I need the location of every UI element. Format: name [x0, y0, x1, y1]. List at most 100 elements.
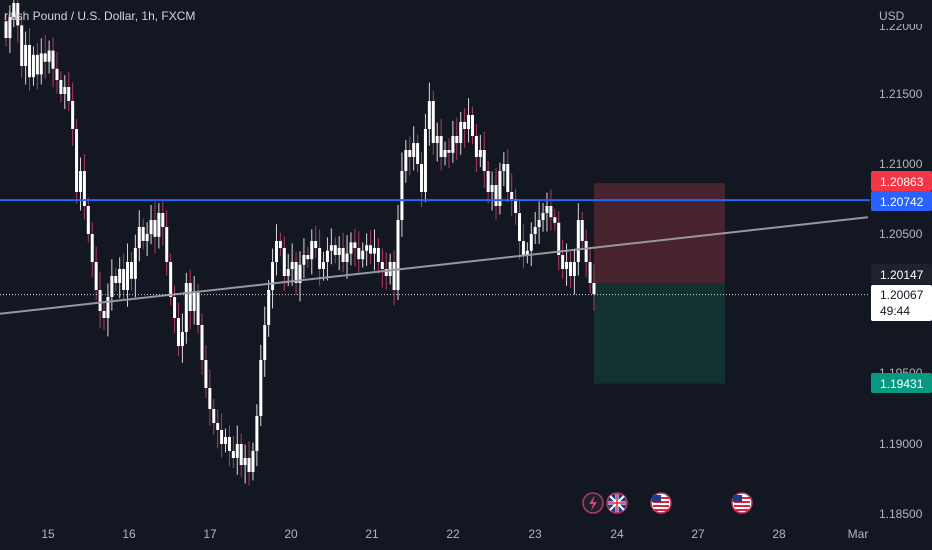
candle-body[interactable] — [216, 423, 220, 430]
candle-body[interactable] — [518, 213, 522, 241]
candle-body[interactable] — [474, 136, 478, 157]
candle-body[interactable] — [329, 245, 333, 251]
candle-body[interactable] — [263, 325, 267, 360]
candle-body[interactable] — [541, 213, 545, 220]
time-scale[interactable]: 15 16 17 20 21 22 23 24 27 28 Mar — [41, 527, 868, 541]
candle-body[interactable] — [149, 220, 153, 234]
candle-body[interactable] — [376, 248, 380, 262]
candle-body[interactable] — [423, 129, 427, 192]
candle-body[interactable] — [427, 101, 431, 129]
candle-body[interactable] — [565, 262, 569, 269]
candle-body[interactable] — [514, 199, 518, 213]
candle-body[interactable] — [388, 262, 392, 276]
us-flag-icon[interactable] — [731, 492, 753, 514]
candle-body[interactable] — [400, 171, 404, 220]
candle-body[interactable] — [521, 241, 525, 255]
candle-body[interactable] — [47, 50, 51, 62]
candle-body[interactable] — [220, 430, 224, 444]
candle-body[interactable] — [470, 115, 474, 136]
candle-body[interactable] — [267, 290, 271, 325]
candle-body[interactable] — [443, 150, 447, 157]
candle-body[interactable] — [325, 250, 329, 262]
price-scale[interactable]: USD 1.22000 1.185001.190001.205001.21000… — [879, 9, 923, 521]
candle-body[interactable] — [106, 297, 110, 318]
candle-body[interactable] — [345, 253, 349, 262]
candle-body[interactable] — [482, 150, 486, 171]
candle-body[interactable] — [294, 262, 298, 283]
candle-body[interactable] — [506, 164, 510, 192]
candle-body[interactable] — [20, 25, 24, 66]
candle-body[interactable] — [239, 444, 243, 465]
candle-body[interactable] — [39, 53, 43, 75]
candle-body[interactable] — [416, 143, 420, 164]
candle-body[interactable] — [78, 171, 82, 192]
candle-body[interactable] — [255, 416, 259, 451]
candle-body[interactable] — [67, 87, 71, 101]
candle-body[interactable] — [420, 164, 424, 192]
candle-body[interactable] — [502, 164, 506, 171]
candle-body[interactable] — [455, 136, 459, 143]
take-profit-zone[interactable] — [594, 283, 725, 384]
candle-body[interactable] — [318, 248, 322, 269]
candle-body[interactable] — [16, 3, 20, 26]
candle-body[interactable] — [459, 122, 463, 143]
candle-body[interactable] — [110, 276, 114, 297]
trend-line[interactable] — [0, 216, 869, 315]
candle-body[interactable] — [4, 21, 8, 38]
stop-loss-zone[interactable] — [594, 183, 725, 284]
candle-body[interactable] — [75, 129, 79, 192]
candle-body[interactable] — [439, 136, 443, 157]
candle-body[interactable] — [282, 248, 286, 276]
candle-body[interactable] — [165, 227, 169, 262]
candle-body[interactable] — [365, 245, 369, 251]
candle-body[interactable] — [592, 283, 596, 295]
candle-body[interactable] — [396, 220, 400, 290]
candle-body[interactable] — [549, 206, 553, 218]
candle-body[interactable] — [114, 276, 118, 283]
candle-body[interactable] — [51, 50, 55, 69]
candle-body[interactable] — [31, 54, 35, 78]
candle-body[interactable] — [333, 245, 337, 255]
candle-body[interactable] — [572, 262, 576, 276]
candle-body[interactable] — [86, 206, 90, 234]
candle-body[interactable] — [251, 451, 255, 472]
candle-body[interactable] — [231, 451, 235, 458]
candle-body[interactable] — [137, 227, 141, 248]
candle-body[interactable] — [12, 3, 16, 17]
candle-body[interactable] — [498, 171, 502, 206]
candle-body[interactable] — [412, 143, 416, 157]
candle-body[interactable] — [176, 318, 180, 346]
candle-body[interactable] — [118, 269, 122, 283]
candle-body[interactable] — [8, 17, 12, 38]
candle-body[interactable] — [392, 262, 396, 290]
candle-body[interactable] — [122, 269, 126, 290]
candle-body[interactable] — [247, 458, 251, 472]
candle-body[interactable] — [537, 220, 541, 227]
candle-body[interactable] — [157, 213, 161, 237]
candle-body[interactable] — [63, 87, 67, 94]
candle-body[interactable] — [369, 245, 373, 254]
candle-body[interactable] — [584, 241, 588, 262]
candle-body[interactable] — [192, 292, 196, 311]
candle-body[interactable] — [227, 437, 231, 451]
candle-body[interactable] — [196, 292, 200, 325]
candle-body[interactable] — [235, 444, 239, 458]
candle-body[interactable] — [306, 255, 310, 260]
candle-body[interactable] — [274, 241, 278, 262]
candle-body[interactable] — [94, 262, 98, 290]
candle-body[interactable] — [161, 213, 165, 227]
candle-body[interactable] — [372, 248, 376, 254]
candle-body[interactable] — [568, 262, 572, 276]
candle-body[interactable] — [28, 45, 32, 78]
candle-body[interactable] — [361, 250, 365, 260]
candle-body[interactable] — [545, 206, 549, 213]
candle-body[interactable] — [384, 269, 388, 276]
candle-body[interactable] — [349, 242, 353, 254]
candle-body[interactable] — [561, 255, 565, 269]
candle-body[interactable] — [243, 458, 247, 465]
candle-body[interactable] — [153, 220, 157, 237]
candle-body[interactable] — [322, 262, 326, 269]
candle-body[interactable] — [129, 262, 133, 279]
candle-body[interactable] — [588, 262, 592, 283]
candle-body[interactable] — [59, 80, 63, 94]
